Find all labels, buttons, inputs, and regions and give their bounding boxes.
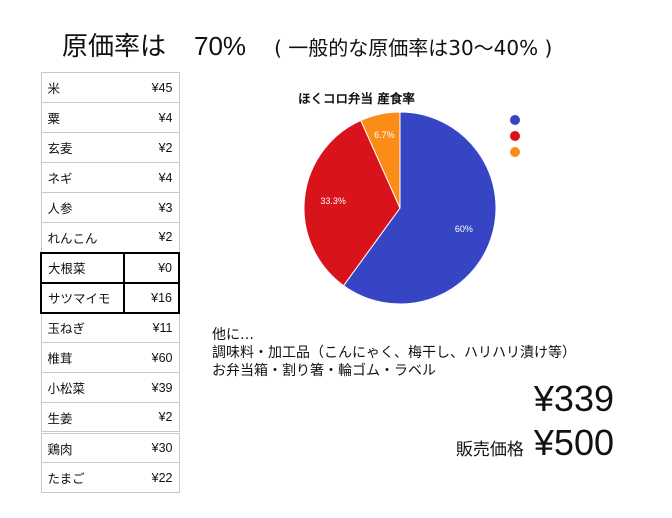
cost-rate-label: 原価率は bbox=[62, 32, 167, 62]
ingredient-price: ¥0 bbox=[123, 251, 180, 284]
typical-rate-note: ( 一般的な原価率は30〜40% ) bbox=[274, 36, 553, 60]
pie-slice bbox=[342, 111, 497, 305]
chart-legend bbox=[510, 112, 550, 160]
table-row: 大根菜 ¥0 bbox=[39, 251, 180, 284]
ingredient-price: ¥22 bbox=[124, 462, 180, 493]
pie-slice bbox=[303, 119, 401, 287]
notes-line: 調味料・加工品（こんにゃく、梅干し、ハリハリ漬け等） bbox=[212, 345, 576, 361]
table-row: 椎茸 ¥60 bbox=[40, 342, 180, 373]
table-row: れんこん ¥2 bbox=[40, 222, 180, 253]
ingredient-price: ¥4 bbox=[124, 162, 180, 193]
ingredient-name: 玄麦 bbox=[40, 132, 125, 163]
pie-slice-label: 60% bbox=[455, 224, 473, 234]
cost-rate-value: 70% bbox=[194, 31, 247, 61]
table-row: 玉ねぎ ¥11 bbox=[40, 312, 180, 343]
ingredient-name: 人参 bbox=[40, 192, 125, 223]
legend-entry bbox=[510, 128, 550, 144]
chart-title: ほくコロ弁当 産食率 bbox=[298, 91, 415, 106]
legend-swatch bbox=[510, 115, 520, 125]
table-row: たまご ¥22 bbox=[40, 462, 180, 493]
ingredient-name: れんこん bbox=[40, 222, 125, 253]
table-row: 粟 ¥4 bbox=[40, 102, 180, 133]
sale-price-label: 販売価格 bbox=[455, 440, 524, 460]
ingredient-price: ¥39 bbox=[124, 372, 180, 403]
notes-line: 他に… bbox=[212, 327, 254, 343]
ingredient-price: ¥16 bbox=[123, 281, 180, 314]
other-costs-notes: 他に… 調味料・加工品（こんにゃく、梅干し、ハリハリ漬け等） お弁当箱・割り箸・… bbox=[212, 326, 576, 380]
table-row: 小松菜 ¥39 bbox=[40, 372, 180, 403]
table-row: ネギ ¥4 bbox=[40, 162, 180, 193]
ingredient-cost-table: 米 ¥45 粟 ¥4 玄麦 ¥2 ネギ ¥4 人参 ¥3 れんこん ¥2 大根菜 ¥0 サツマ… bbox=[39, 72, 180, 493]
ingredient-name: 小松菜 bbox=[40, 372, 125, 403]
table-row: 鶏肉 ¥30 bbox=[40, 431, 180, 463]
total-cost: ¥339 bbox=[533, 378, 614, 419]
ingredient-name: 生姜 bbox=[40, 402, 125, 433]
ingredient-name: たまご bbox=[40, 462, 125, 493]
ingredient-price: ¥2 bbox=[124, 132, 180, 163]
ingredient-name: ネギ bbox=[40, 162, 125, 193]
legend-swatch bbox=[510, 147, 520, 157]
ingredient-price: ¥11 bbox=[124, 312, 180, 343]
notes-line: お弁当箱・割り箸・輪ゴム・ラベル bbox=[212, 363, 436, 379]
table-row: 人参 ¥3 bbox=[40, 192, 180, 223]
legend-swatch bbox=[510, 131, 520, 141]
ingredient-price: ¥4 bbox=[124, 102, 180, 133]
ingredient-name: 大根菜 bbox=[39, 251, 126, 284]
ingredient-price: ¥3 bbox=[124, 192, 180, 223]
table-row: 生姜 ¥2 bbox=[40, 402, 180, 433]
ingredient-price: ¥2 bbox=[124, 222, 180, 253]
pie-slice bbox=[360, 111, 401, 209]
ingredient-name: 鶏肉 bbox=[40, 431, 125, 463]
ingredient-price: ¥30 bbox=[124, 431, 180, 463]
sale-price-row: 販売価格 ¥500 bbox=[456, 422, 614, 464]
ingredient-name: サツマイモ bbox=[39, 281, 126, 314]
legend-entry bbox=[510, 112, 550, 128]
ingredient-name: 粟 bbox=[40, 102, 125, 133]
table-row: 玄麦 ¥2 bbox=[40, 132, 180, 163]
ingredient-name: 椎茸 bbox=[40, 342, 125, 373]
pie-slice-label: 6.7% bbox=[374, 130, 395, 140]
ingredient-price: ¥60 bbox=[124, 342, 180, 373]
pie-slice-label: 33.3% bbox=[320, 196, 346, 206]
legend-entry bbox=[510, 144, 550, 160]
table-row: 米 ¥45 bbox=[40, 72, 180, 103]
pie-chart: 60% 33.3% 6.7% bbox=[303, 111, 497, 305]
ingredient-price: ¥2 bbox=[124, 402, 180, 433]
headline: 原価率は 70% ( 一般的な原価率は30〜40% ) bbox=[62, 26, 552, 62]
ingredient-name: 米 bbox=[40, 72, 125, 103]
sale-price-value: ¥500 bbox=[533, 422, 614, 463]
table-row: サツマイモ ¥16 bbox=[39, 281, 180, 314]
ingredient-name: 玉ねぎ bbox=[40, 312, 125, 343]
ingredient-price: ¥45 bbox=[124, 72, 180, 103]
